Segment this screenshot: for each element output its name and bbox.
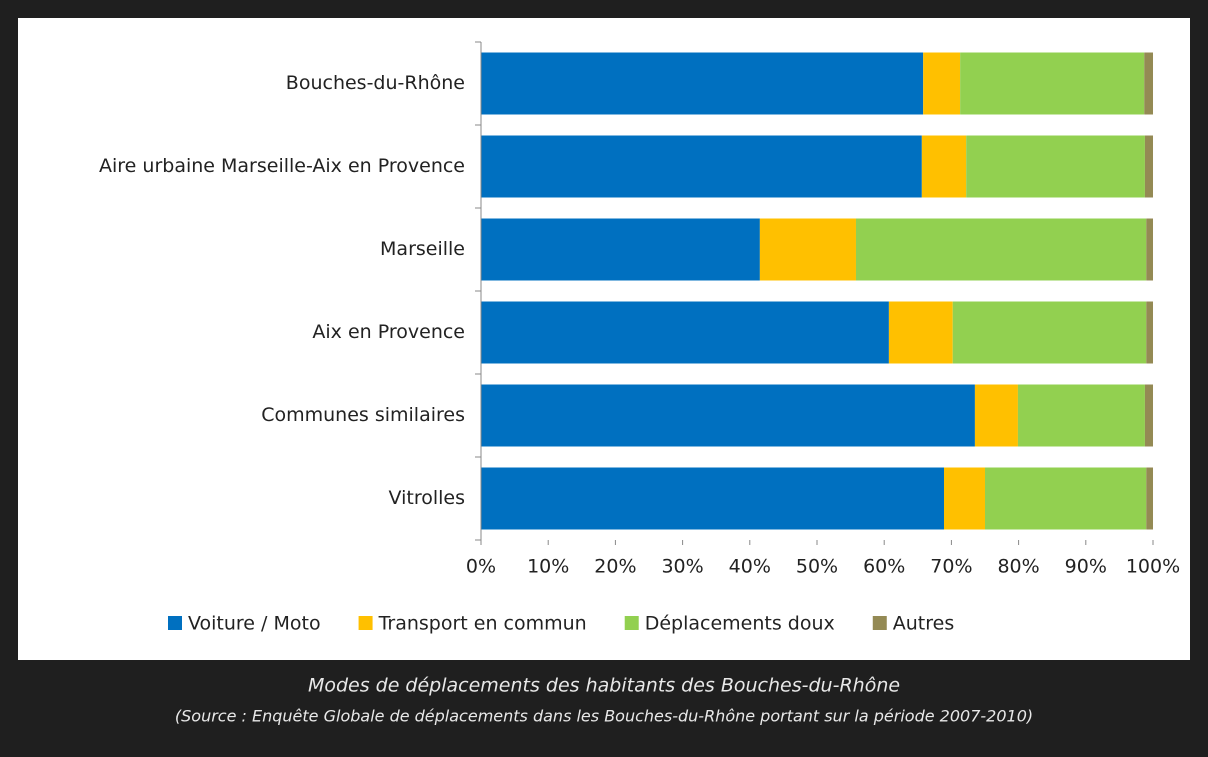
bar-segment: [481, 218, 760, 281]
x-tick-label: 80%: [997, 556, 1039, 578]
legend-swatch: [624, 616, 639, 630]
bar-segment: [1017, 384, 1145, 447]
legend-swatch: [872, 616, 887, 630]
bar-segment: [759, 218, 856, 281]
bar-segment: [855, 218, 1147, 281]
legend-swatch: [168, 616, 182, 630]
x-tick-label: 10%: [527, 556, 569, 578]
y-tick-label: Aix en Provence: [312, 321, 465, 343]
caption: Modes de déplacements des habitants des …: [308, 675, 900, 697]
x-tick-label: 90%: [1065, 556, 1107, 578]
y-tick-label: Bouches-du-Rhône: [286, 72, 465, 94]
bar-segment: [952, 301, 1147, 364]
bar-segment: [923, 52, 961, 115]
bar-segment: [888, 301, 953, 364]
y-tick-label: Marseille: [380, 238, 465, 260]
y-tick-label: Aire urbaine Marseille-Aix en Provence: [99, 155, 465, 177]
legend-label: Voiture / Moto: [188, 613, 321, 635]
bar-segment: [481, 384, 975, 447]
bar-segment: [481, 52, 924, 115]
bar-segment: [1144, 135, 1153, 198]
x-tick-label: 0%: [466, 556, 496, 578]
bar-segment: [944, 467, 985, 530]
y-tick-label: Vitrolles: [389, 487, 465, 509]
legend-swatch: [358, 616, 373, 630]
x-tick-label: 40%: [729, 556, 771, 578]
bar-segment: [966, 135, 1145, 198]
bar-segment: [481, 467, 945, 530]
x-tick-label: 70%: [930, 556, 972, 578]
x-tick-label: 100%: [1126, 556, 1180, 578]
bar-segment: [481, 135, 922, 198]
bar-segment: [1144, 384, 1153, 447]
bar-segment: [481, 301, 889, 364]
bar-segment: [1144, 52, 1153, 115]
bar-segment: [974, 384, 1018, 447]
bar-segment: [1146, 467, 1153, 530]
x-tick-label: 20%: [594, 556, 636, 578]
x-tick-label: 30%: [661, 556, 703, 578]
legend-label: Déplacements doux: [645, 613, 835, 635]
legend-label: Transport en commun: [378, 613, 587, 635]
source: (Source : Enquête Globale de déplacement…: [175, 707, 1033, 726]
bar-segment: [985, 467, 1147, 530]
legend-label: Autres: [893, 613, 954, 635]
bar-segment: [1146, 218, 1153, 281]
y-tick-label: Communes similaires: [261, 404, 465, 426]
bar-segment: [921, 135, 967, 198]
bar-segment: [960, 52, 1145, 115]
x-tick-label: 60%: [863, 556, 905, 578]
bar-segment: [1146, 301, 1153, 364]
x-tick-label: 50%: [796, 556, 838, 578]
